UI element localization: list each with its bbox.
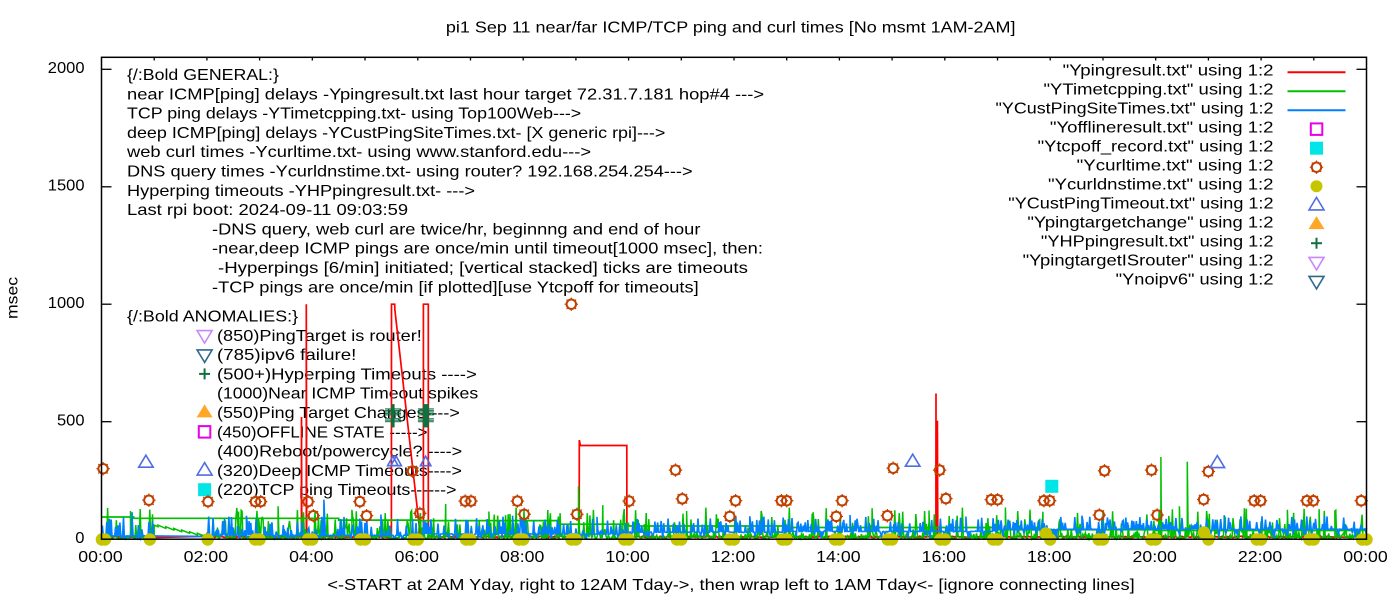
- svg-text:-DNS query, web curl are twice: -DNS query, web curl are twice/hr, begin…: [212, 221, 701, 238]
- svg-text:"Ytcpoff_record.txt" using 1:2: "Ytcpoff_record.txt" using 1:2: [1038, 139, 1274, 156]
- svg-text:(1000)Near ICMP Timeout spikes: (1000)Near ICMP Timeout spikes: [217, 386, 478, 403]
- svg-text:-Hyperpings [6/min] initiated;: -Hyperpings [6/min] initiated; [vertical…: [218, 260, 748, 277]
- svg-text:"YpingtargetISrouter" using 1:: "YpingtargetISrouter" using 1:2: [1023, 253, 1274, 270]
- svg-text:0: 0: [75, 530, 84, 547]
- svg-text:06:00: 06:00: [395, 549, 440, 566]
- svg-text:near ICMP[ping] delays -Ypingr: near ICMP[ping] delays -Ypingresult.txt …: [127, 86, 764, 103]
- svg-text:"Ycurltime.txt" using 1:2: "Ycurltime.txt" using 1:2: [1077, 158, 1274, 175]
- svg-text:22:00: 22:00: [1238, 549, 1283, 566]
- svg-text:12:00: 12:00: [711, 549, 756, 566]
- svg-text:TCP ping delays -YTimetcpping.: TCP ping delays -YTimetcpping.txt- using…: [127, 106, 581, 123]
- svg-text:(850)PingTarget is router!: (850)PingTarget is router!: [217, 328, 422, 345]
- svg-text:14:00: 14:00: [816, 549, 861, 566]
- svg-text:(400)Reboot/powercycle? ---->: (400)Reboot/powercycle? ---->: [217, 444, 462, 461]
- svg-text:(500+)Hyperping Timeouts ---->: (500+)Hyperping Timeouts ---->: [217, 366, 477, 383]
- svg-text:"Ynoipv6" using 1:2: "Ynoipv6" using 1:2: [1116, 272, 1274, 289]
- svg-text:02:00: 02:00: [184, 549, 229, 566]
- svg-text:"YTimetcpping.txt" using 1:2: "YTimetcpping.txt" using 1:2: [1044, 82, 1274, 99]
- svg-text:{/:Bold GENERAL:}: {/:Bold GENERAL:}: [127, 67, 280, 84]
- svg-text:1000: 1000: [48, 295, 85, 312]
- svg-text:(220)TCP ping Timeouts------>: (220)TCP ping Timeouts------>: [217, 482, 457, 499]
- svg-text:"Yofflineresult.txt" using 1:2: "Yofflineresult.txt" using 1:2: [1050, 120, 1274, 137]
- svg-text:500: 500: [57, 413, 85, 430]
- svg-text:Hyperping timeouts -YHPpingres: Hyperping timeouts -YHPpingresult.txt- -…: [127, 183, 475, 200]
- svg-text:1500: 1500: [48, 178, 85, 195]
- svg-text:web curl times -Ycurltime.txt-: web curl times -Ycurltime.txt- using www…: [126, 144, 591, 161]
- svg-text:18:00: 18:00: [1027, 549, 1072, 566]
- svg-text:16:00: 16:00: [922, 549, 967, 566]
- svg-text:pi1 Sep 11 near/far ICMP/TCP: pi1 Sep 11 near/far ICMP/TCP ping and cu…: [446, 20, 1016, 37]
- svg-text:00:00: 00:00: [1343, 549, 1388, 566]
- svg-text:00:00: 00:00: [78, 549, 123, 566]
- svg-text:"Ypingtargetchange" using 1:2: "Ypingtargetchange" using 1:2: [1027, 215, 1273, 232]
- svg-text:20:00: 20:00: [1133, 549, 1178, 566]
- svg-text:{/:Bold ANOMALIES:}: {/:Bold ANOMALIES:}: [127, 309, 299, 326]
- svg-text:"YHPpingresult.txt" using 1:2: "YHPpingresult.txt" using 1:2: [1041, 234, 1274, 251]
- svg-text:"Ypingresult.txt" using 1:2: "Ypingresult.txt" using 1:2: [1063, 63, 1274, 80]
- svg-text:msec: msec: [4, 277, 21, 319]
- svg-text:(320)Deep ICMP Timeouts---->: (320)Deep ICMP Timeouts---->: [217, 463, 462, 480]
- svg-text:DNS query times -Ycurldnstime.: DNS query times -Ycurldnstime.txt- using…: [127, 164, 693, 181]
- svg-text:deep ICMP[ping] delays -YCustP: deep ICMP[ping] delays -YCustPingSiteTim…: [127, 125, 665, 142]
- svg-text:10:00: 10:00: [605, 549, 650, 566]
- svg-text:(450)OFFLINE STATE ----->: (450)OFFLINE STATE ----->: [217, 424, 428, 441]
- svg-text:"Ycurldnstime.txt" using 1:2: "Ycurldnstime.txt" using 1:2: [1048, 177, 1274, 194]
- svg-text:-TCP pings are once/min [if pl: -TCP pings are once/min [if plotted][use…: [212, 279, 699, 296]
- svg-text:"YCustPingSiteTimes.txt" using: "YCustPingSiteTimes.txt" using 1:2: [996, 101, 1274, 118]
- svg-text:"YCustPingTimeout.txt" using 1: "YCustPingTimeout.txt" using 1:2: [1008, 196, 1273, 213]
- svg-text:(785)ipv6 failure!: (785)ipv6 failure!: [217, 347, 356, 364]
- svg-text:2000: 2000: [48, 60, 85, 77]
- svg-text:-near,deep ICMP pings are once: -near,deep ICMP pings are once/min until…: [212, 241, 763, 258]
- svg-text:Last rpi boot: 2024-09-11 09:0: Last rpi boot: 2024-09-11 09:03:59: [127, 202, 408, 219]
- svg-text:04:00: 04:00: [289, 549, 334, 566]
- svg-text:08:00: 08:00: [500, 549, 545, 566]
- svg-text:<-START at 2AM Yday, right to: <-START at 2AM Yday, right to 12AM Tday-…: [327, 577, 1134, 594]
